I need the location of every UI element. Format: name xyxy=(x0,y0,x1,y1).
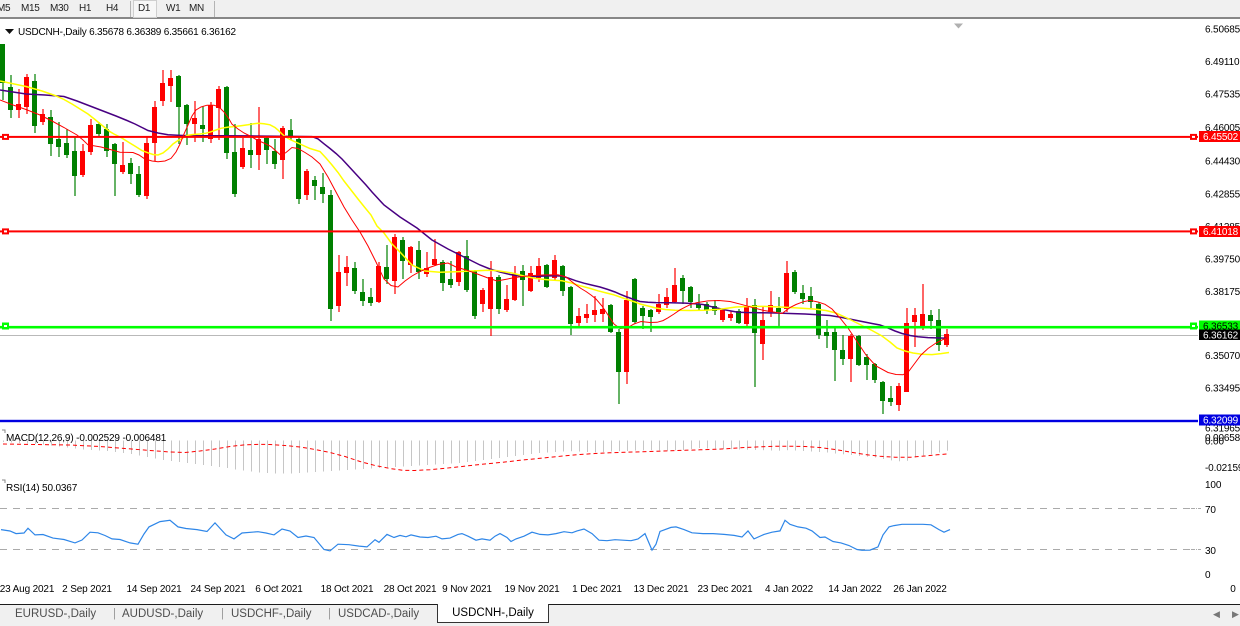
svg-text:23 Aug 2021: 23 Aug 2021 xyxy=(0,584,55,595)
svg-text:6.41018: 6.41018 xyxy=(1203,227,1239,238)
svg-text:26 Jan 2022: 26 Jan 2022 xyxy=(893,584,947,595)
svg-text:14 Jan 2022: 14 Jan 2022 xyxy=(828,584,882,595)
svg-text:100: 100 xyxy=(1205,480,1222,491)
svg-text:28 Oct 2021: 28 Oct 2021 xyxy=(384,584,437,595)
svg-text:6.39750: 6.39750 xyxy=(1205,254,1240,265)
svg-text:6 Oct 2021: 6 Oct 2021 xyxy=(255,584,303,595)
svg-text:6.46005: 6.46005 xyxy=(1205,123,1240,134)
svg-text:6.36533: 6.36533 xyxy=(1203,322,1239,333)
svg-text:6.44430: 6.44430 xyxy=(1205,157,1240,168)
svg-text:0.00: 0.00 xyxy=(1205,437,1224,448)
svg-text:30: 30 xyxy=(1205,546,1216,557)
svg-text:6.47535: 6.47535 xyxy=(1205,90,1240,101)
svg-text:6.45502: 6.45502 xyxy=(1203,132,1239,143)
svg-text:6.33495: 6.33495 xyxy=(1205,384,1240,395)
svg-text:18 Oct 2021: 18 Oct 2021 xyxy=(321,584,374,595)
svg-text:1 Dec 2021: 1 Dec 2021 xyxy=(572,584,622,595)
svg-text:USDCNH-,Daily 6.35678 6.36389: USDCNH-,Daily 6.35678 6.36389 6.35661 6.… xyxy=(18,27,236,38)
svg-text:14 Sep 2021: 14 Sep 2021 xyxy=(126,584,182,595)
svg-text:9 Nov 2021: 9 Nov 2021 xyxy=(442,584,492,595)
svg-text:70: 70 xyxy=(1205,505,1216,516)
svg-text:13 Dec 2021: 13 Dec 2021 xyxy=(633,584,689,595)
svg-text:6.49110: 6.49110 xyxy=(1205,57,1240,68)
svg-text:6.35070: 6.35070 xyxy=(1205,351,1240,362)
svg-text:6.31965: 6.31965 xyxy=(1205,424,1240,435)
svg-text:6.32099: 6.32099 xyxy=(1203,416,1239,427)
svg-text:MACD(12,26,9) -0.002529 -0.006: MACD(12,26,9) -0.002529 -0.006481 xyxy=(6,433,167,444)
svg-text:0: 0 xyxy=(1205,570,1211,581)
svg-text:6.50685: 6.50685 xyxy=(1205,25,1240,36)
svg-text:0.006581: 0.006581 xyxy=(1205,433,1240,444)
svg-text:RSI(14) 50.0367: RSI(14) 50.0367 xyxy=(6,483,78,494)
svg-text:23 Dec 2021: 23 Dec 2021 xyxy=(697,584,753,595)
svg-text:6.38175: 6.38175 xyxy=(1205,287,1240,298)
svg-text:24 Sep 2021: 24 Sep 2021 xyxy=(190,584,246,595)
svg-text:-0.02159: -0.02159 xyxy=(1205,463,1240,474)
svg-text:4 Jan 2022: 4 Jan 2022 xyxy=(765,584,814,595)
svg-text:19 Nov 2021: 19 Nov 2021 xyxy=(504,584,560,595)
svg-text:6.36162: 6.36162 xyxy=(1203,330,1239,341)
svg-text:6.42855: 6.42855 xyxy=(1205,189,1240,200)
svg-text:0: 0 xyxy=(1230,584,1236,595)
svg-text:2 Sep 2021: 2 Sep 2021 xyxy=(62,584,112,595)
